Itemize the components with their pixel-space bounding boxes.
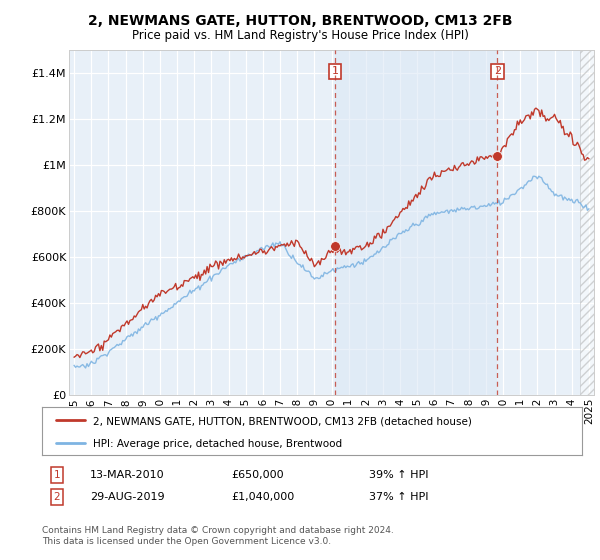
Text: 2: 2: [53, 492, 61, 502]
Text: Contains HM Land Registry data © Crown copyright and database right 2024.
This d: Contains HM Land Registry data © Crown c…: [42, 526, 394, 546]
Text: 2, NEWMANS GATE, HUTTON, BRENTWOOD, CM13 2FB (detached house): 2, NEWMANS GATE, HUTTON, BRENTWOOD, CM13…: [94, 417, 472, 426]
Bar: [580, 50, 598, 395]
Text: 2: 2: [494, 67, 501, 77]
Text: £650,000: £650,000: [231, 470, 284, 480]
Text: 1: 1: [332, 67, 338, 77]
Text: 37% ↑ HPI: 37% ↑ HPI: [369, 492, 428, 502]
Text: 29-AUG-2019: 29-AUG-2019: [90, 492, 164, 502]
Text: £1,040,000: £1,040,000: [231, 492, 294, 502]
Text: HPI: Average price, detached house, Brentwood: HPI: Average price, detached house, Bren…: [94, 439, 343, 449]
Text: 1: 1: [53, 470, 61, 480]
Text: 39% ↑ HPI: 39% ↑ HPI: [369, 470, 428, 480]
Text: Price paid vs. HM Land Registry's House Price Index (HPI): Price paid vs. HM Land Registry's House …: [131, 29, 469, 42]
Text: 2, NEWMANS GATE, HUTTON, BRENTWOOD, CM13 2FB: 2, NEWMANS GATE, HUTTON, BRENTWOOD, CM13…: [88, 14, 512, 28]
Text: 13-MAR-2010: 13-MAR-2010: [90, 470, 164, 480]
Bar: [335, 50, 497, 395]
